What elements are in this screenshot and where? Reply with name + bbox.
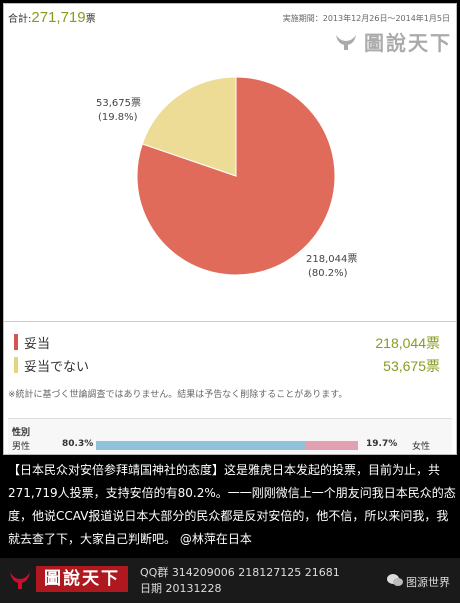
legend-label-invalid: 妥当でない	[24, 360, 90, 375]
gender-bar	[96, 441, 358, 450]
footer-logo: 圖說天下	[36, 566, 128, 592]
watermark-logo-text: 圖說天下	[364, 30, 452, 55]
poll-panel: 合計:271,719票 実施期間：2013年12月26日～2014年1月5日 圖…	[3, 3, 457, 455]
legend-value-valid: 218,044票	[375, 335, 440, 351]
pie-label-votes-1: 218,044票	[306, 253, 357, 265]
male-percent: 80.3%	[62, 439, 94, 449]
footer-qq-groups: QQ群 314209006 218127125 21681	[140, 566, 340, 579]
female-label: 女性	[412, 442, 431, 452]
horn-icon	[336, 35, 356, 50]
poll-header: 合計:271,719票 実施期間：2013年12月26日～2014年1月5日	[4, 4, 456, 30]
legend-row-invalid: 妥当でない 53,675票	[14, 355, 444, 375]
legend-swatch-valid	[14, 334, 18, 350]
pie-label-percent-1: (80.2%)	[308, 268, 348, 279]
bull-horn-icon	[10, 572, 30, 589]
footer-source: 图源世界	[406, 576, 450, 589]
legend-value-invalid: 53,675票	[383, 358, 440, 374]
wechat-icon	[387, 574, 403, 586]
watermark-logo: 圖說天下	[334, 26, 452, 56]
legend-row-valid: 妥当 218,044票	[14, 332, 444, 352]
caption-text: 【日本民众对安倍参拜靖国神社的态度】这是雅虎日本发起的投票，目前为止，共271,…	[8, 463, 456, 546]
gender-bar-male	[96, 441, 307, 450]
female-percent: 19.7%	[366, 439, 398, 449]
pie-slice-2	[141, 76, 237, 177]
gender-title: 性別	[12, 428, 31, 438]
gender-breakdown: 性別 男性 80.3% 19.7% 女性	[8, 418, 452, 454]
male-label: 男性	[12, 442, 31, 452]
total-votes: 合計:271,719票	[8, 9, 96, 26]
footer-bar: 圖說天下 QQ群 314209006 218127125 21681 日期 20…	[0, 558, 460, 603]
gender-row: 男性 80.3% 19.7% 女性	[12, 439, 448, 453]
total-votes-number: 271,719	[31, 9, 86, 26]
pie-label-votes-2: 53,675票	[96, 97, 141, 109]
gender-bar-female	[306, 441, 358, 450]
footer-date: 日期 20131228	[140, 582, 222, 595]
pie-label-percent-2: (19.8%)	[98, 112, 138, 123]
legend-swatch-invalid	[14, 357, 18, 373]
survey-period: 実施期間：2013年12月26日～2014年1月5日	[282, 14, 450, 23]
divider	[4, 321, 456, 322]
disclaimer-note: ※統計に基づく世論調査ではありません。結果は予告なく削除することがあります。	[8, 390, 348, 400]
pie-chart: 218,044票 (80.2%) 53,675票 (19.8%)	[96, 76, 357, 279]
legend-label-valid: 妥当	[24, 337, 51, 352]
